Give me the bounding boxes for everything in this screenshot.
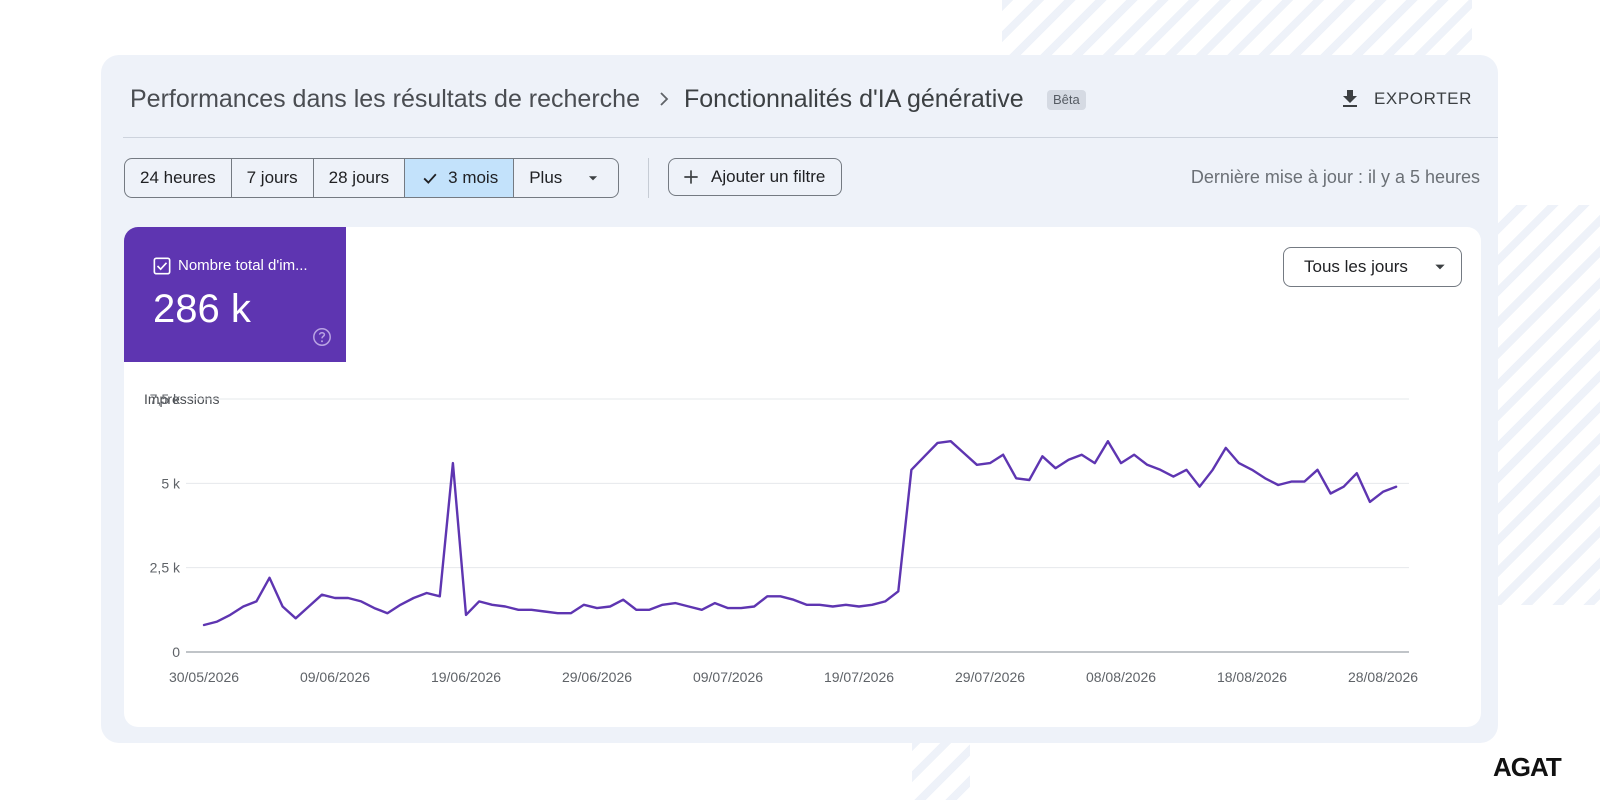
breadcrumb-parent[interactable]: Performances dans les résultats de reche… (130, 85, 640, 113)
range-label: Plus (529, 168, 563, 187)
range-24h-button[interactable]: 24 heures (125, 159, 232, 197)
range-7d-button[interactable]: 7 jours (232, 159, 314, 197)
date-range-selector: 24 heures 7 jours 28 jours 3 mois Plus (124, 158, 620, 198)
add-filter-label: Ajouter un filtre (711, 167, 826, 186)
export-label: EXPORTER (1373, 89, 1472, 108)
range-28d-button[interactable]: 28 jours (314, 159, 406, 197)
x-tick-label: 18/08/2026 (1217, 669, 1287, 685)
last-update-text: Dernière mise à jour : il y a 5 heures (1190, 167, 1480, 187)
metric-card-impressions[interactable]: Nombre total d'im... 286 k (124, 227, 346, 362)
x-tick-label: 09/07/2026 (693, 669, 763, 685)
y-axis-title: Impressions (144, 391, 220, 407)
add-filter-button[interactable]: Ajouter un filtre (668, 158, 843, 196)
range-more-dropdown[interactable]: Plus (514, 159, 618, 197)
range-3m-button[interactable]: 3 mois (405, 159, 515, 197)
chart-card: Nombre total d'im... 286 k Tous les jour… (124, 227, 1481, 727)
y-tick-label: 2,5 k (150, 560, 181, 576)
beta-badge: Bêta (1047, 90, 1086, 110)
x-tick-label: 19/06/2026 (431, 669, 501, 685)
metric-value: 286 k (153, 287, 251, 331)
header-bar: Performances dans les résultats de reche… (123, 55, 1498, 138)
y-tick-label: 0 (172, 644, 180, 660)
page-title: Fonctionnalités d'IA générative (684, 85, 1024, 113)
background-decoration (912, 740, 970, 800)
metric-label: Nombre total d'im... (178, 257, 308, 274)
range-label: 7 jours (246, 168, 298, 187)
range-label: 3 mois (448, 168, 499, 187)
x-tick-label: 19/07/2026 (824, 669, 894, 685)
x-tick-label: 29/07/2026 (955, 669, 1025, 685)
x-tick-label: 29/06/2026 (562, 669, 632, 685)
caret-down-icon (589, 176, 598, 181)
granularity-dropdown[interactable]: Tous les jours (1283, 247, 1462, 287)
x-tick-label: 09/06/2026 (300, 669, 370, 685)
y-tick-label: 5 k (161, 475, 181, 491)
x-tick-label: 08/08/2026 (1086, 669, 1156, 685)
export-button[interactable]: EXPORTER (1338, 81, 1472, 117)
performance-panel: Performances dans les résultats de reche… (101, 55, 1498, 743)
range-label: 24 heures (140, 168, 216, 187)
plus-icon (684, 170, 698, 184)
y-tick-label: 7,5 k (150, 391, 181, 407)
range-label: 28 jours (328, 168, 390, 187)
checkbox-checked-icon[interactable] (153, 257, 171, 275)
granularity-label: Tous les jours (1304, 257, 1408, 276)
impressions-series-line[interactable] (202, 439, 1398, 627)
x-tick-label: 30/05/2026 (169, 669, 239, 685)
toolbar-divider (648, 158, 649, 198)
chevron-right-icon (660, 92, 669, 106)
check-icon (423, 173, 437, 184)
agat-logo: AGAT (1493, 752, 1562, 782)
x-tick-label: 28/08/2026 (1348, 669, 1418, 685)
impressions-line-chart: 0 2,5 k 5 k 7,5 k 30/05/2026 09/06/2026 19/06/… (150, 391, 1419, 685)
caret-down-icon (1435, 264, 1445, 270)
help-icon[interactable] (312, 327, 332, 347)
download-icon (1342, 90, 1357, 107)
